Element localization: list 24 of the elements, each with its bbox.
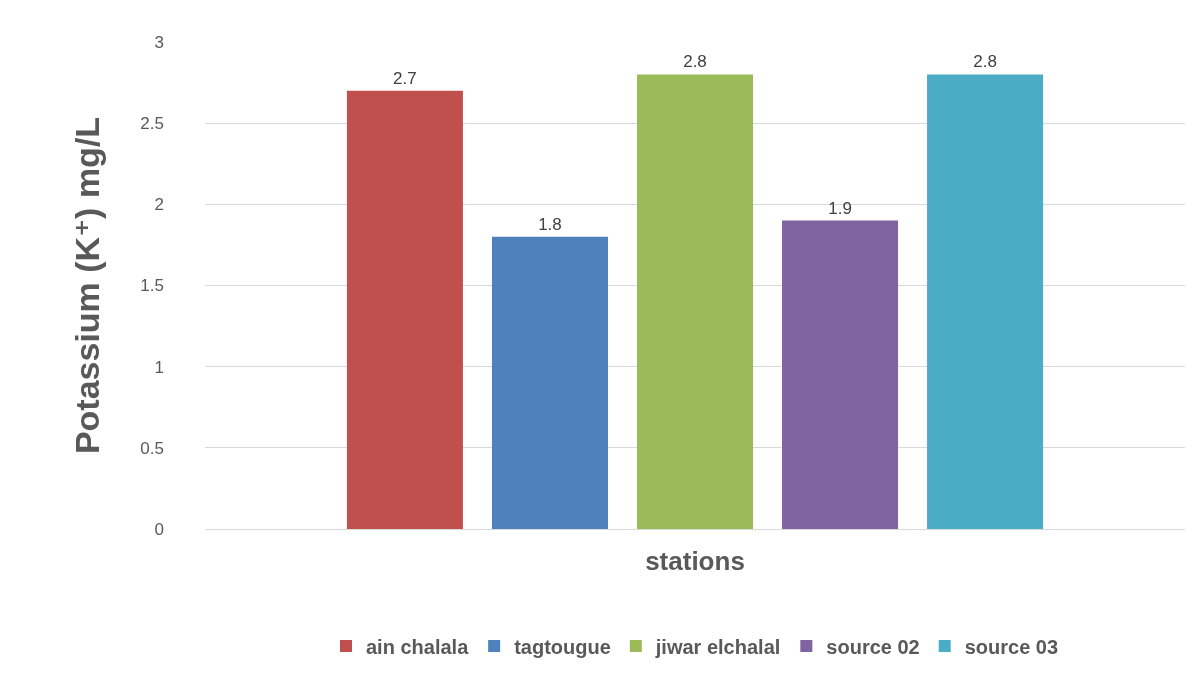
data-label: 2.8 bbox=[683, 52, 707, 72]
bar bbox=[636, 74, 754, 529]
y-tick-label: 3 bbox=[154, 32, 164, 52]
data-label: 2.8 bbox=[973, 52, 997, 72]
y-tick-label: 0.5 bbox=[140, 438, 164, 458]
legend-label: source 03 bbox=[964, 635, 1059, 658]
bar bbox=[782, 220, 899, 529]
y-tick-label: 1 bbox=[154, 357, 164, 377]
y-tick-label: 2 bbox=[154, 195, 164, 215]
legend-label: jiwar elchalal bbox=[654, 635, 781, 658]
legend-label: tagtougue bbox=[514, 635, 611, 658]
bar bbox=[346, 90, 463, 529]
bar bbox=[491, 236, 608, 529]
data-label: 1.9 bbox=[828, 198, 852, 218]
y-tick-label: 2.5 bbox=[140, 114, 164, 134]
data-label: 2.7 bbox=[393, 68, 417, 88]
data-label: 1.8 bbox=[538, 214, 562, 234]
bar bbox=[927, 74, 1044, 529]
y-tick-label: 1.5 bbox=[140, 276, 164, 296]
legend-label: ain chalala bbox=[366, 635, 470, 658]
y-axis-title: Potassium (K⁺) mg/L bbox=[67, 116, 106, 455]
y-tick-label: 0 bbox=[154, 519, 164, 539]
legend-label: source 02 bbox=[826, 635, 920, 658]
x-axis-title: stations bbox=[645, 546, 745, 577]
